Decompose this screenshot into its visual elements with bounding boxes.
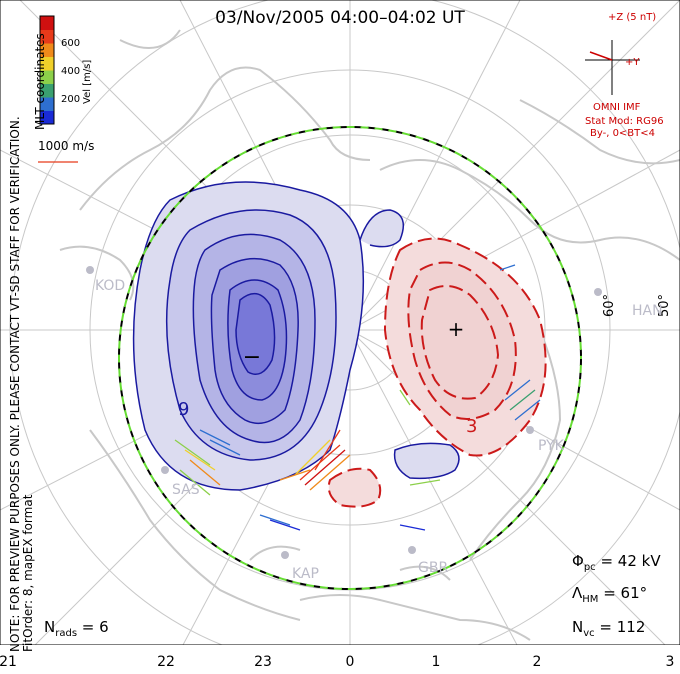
secondary-negative-contour [393, 442, 460, 480]
colorbar-swatch [40, 110, 54, 125]
nrads-stat: Nrads = 6 [44, 618, 109, 639]
imf-model: Stat Mod: RG96 [585, 116, 664, 127]
station-pyk: PYK [538, 438, 564, 454]
station-sas: SAS [172, 482, 200, 498]
station-kap: KAP [292, 566, 319, 582]
mlt-tick-21: 21 [0, 654, 17, 670]
velocity-vectors [38, 161, 541, 531]
positive-cell-marker: + [448, 317, 465, 341]
colorbar-swatch [40, 16, 54, 30]
imf-dial [585, 40, 640, 95]
colorbar-swatch [40, 29, 54, 44]
map-title: 03/Nov/2005 04:00–04:02 UT [215, 8, 465, 28]
verification-notice: NOTE: FOR PREVIEW PURPOSES ONLY. PLEASE … [8, 116, 35, 652]
imf-conditions: By-, 0<BT<4 [590, 128, 656, 139]
colorbar-tick-600: 600 [61, 38, 81, 49]
nvc-stat: Nvc = 112 [572, 618, 646, 639]
mlt-tick-2: 2 [532, 654, 542, 670]
lambda-hm-stat: ΛHM = 61° [572, 584, 648, 605]
positive-potential-cell [327, 237, 547, 508]
coordinate-system-label: MLT coordinates [33, 33, 47, 130]
mlt-tick-3: 3 [665, 654, 675, 670]
lat-label-60: 60° [602, 293, 618, 318]
mlt-tick-22: 22 [157, 654, 175, 670]
imf-y-label: +Y [625, 57, 640, 68]
station-kod: KOD [95, 278, 126, 294]
colorbar-tick-400: 400 [61, 66, 81, 77]
mlt-tick-1: 1 [431, 654, 441, 670]
radar-stations [86, 266, 602, 559]
imf-z-label: +Z (5 nT) [608, 12, 657, 23]
colorbar-swatch [40, 83, 54, 98]
notice-line-2: FitOrder: 8, mapEX format [21, 494, 35, 652]
negative-contour-label: 9 [178, 399, 189, 420]
velocity-colorbar [40, 16, 54, 125]
station-han: HAN [632, 303, 663, 319]
mlt-tick-0: 0 [345, 654, 355, 670]
colorbar-swatch [40, 97, 54, 111]
positive-contour-label: 3 [466, 416, 477, 437]
scale-vector-label: 1000 m/s [38, 139, 95, 153]
negative-potential-cell [132, 181, 405, 491]
hmb-boundary-alt [118, 126, 582, 590]
coastlines [59, 29, 680, 641]
colorbar-tick-200: 200 [61, 94, 81, 105]
colorbar-swatch [40, 70, 54, 84]
imf-source: OMNI IMF [593, 102, 641, 113]
station-gbr: GBR [418, 560, 449, 576]
colorbar-swatch [40, 43, 54, 57]
phi-pc-stat: Φpc = 42 kV [572, 552, 661, 573]
mlt-tick-23: 23 [254, 654, 272, 670]
colorbar-label: Vel [m/s] [82, 59, 93, 104]
colorbar-swatch [40, 56, 54, 71]
negative-cell-marker: − [243, 345, 261, 370]
